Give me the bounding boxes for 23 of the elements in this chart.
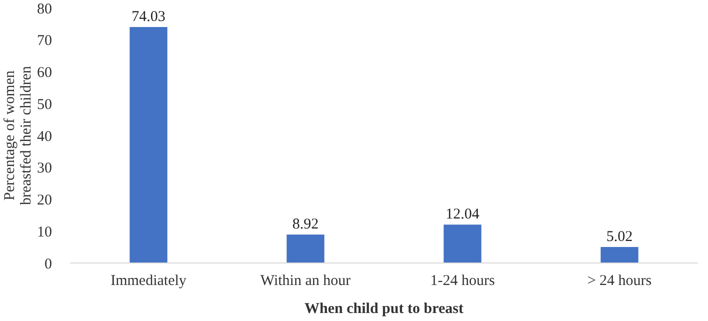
y-axis-title: Percentage of women breastfed their children — [2, 65, 34, 206]
x-tick-label: Within an hour — [260, 273, 351, 289]
bar — [444, 224, 482, 263]
y-tick-label: 0 — [44, 256, 52, 272]
bar — [130, 27, 168, 263]
x-tick-label: > 24 hours — [587, 273, 652, 289]
data-label: 12.04 — [446, 206, 480, 223]
x-tick-label: 1-24 hours — [430, 273, 495, 289]
y-tick-label: 60 — [37, 65, 52, 81]
data-label: 8.92 — [292, 216, 319, 233]
y-tick-label: 50 — [37, 96, 52, 113]
x-tick-label: Immediately — [110, 273, 187, 289]
data-label: 5.02 — [606, 229, 633, 245]
bar — [286, 234, 324, 263]
x-axis-title: When child put to breast — [304, 301, 464, 317]
y-tick-label: 30 — [37, 160, 52, 177]
y-tick-label: 10 — [37, 224, 52, 240]
data-label: 74.03 — [132, 9, 166, 26]
y-tick-label: 40 — [37, 128, 52, 145]
y-tick-label: 70 — [37, 33, 52, 50]
y-tick-label: 80 — [37, 1, 52, 18]
y-tick-label: 20 — [37, 192, 52, 208]
bar — [600, 247, 638, 263]
